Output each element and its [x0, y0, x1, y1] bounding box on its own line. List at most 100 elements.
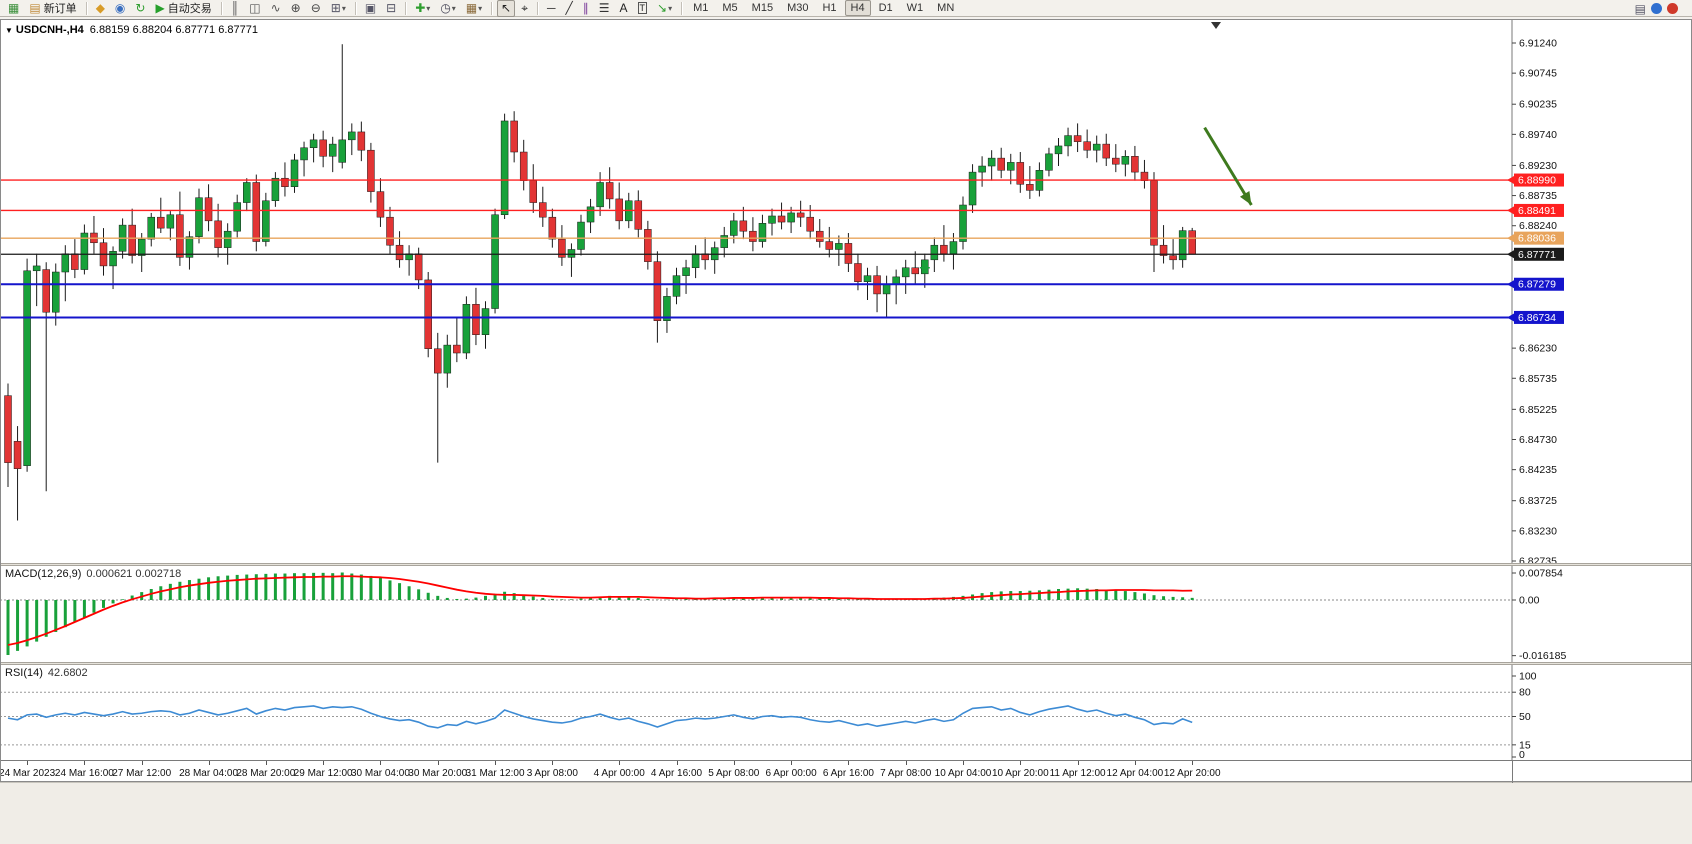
time-tick: [905, 761, 907, 765]
caret-down-icon: ▾: [451, 3, 456, 13]
time-tick: [437, 761, 439, 765]
navigator-button[interactable]: ◉: [111, 0, 129, 17]
level-lines-layer: [0, 179, 1512, 319]
time-tick: [848, 761, 850, 765]
symbol-period-label: USDCNH-,H4: [15, 24, 84, 36]
time-label: 27 Mar 12:00: [112, 768, 172, 779]
trendline-tool-button[interactable]: ╱: [562, 0, 577, 17]
zoom-in-button[interactable]: ⊕: [287, 0, 305, 17]
bar-chart-button[interactable]: ║: [227, 0, 244, 17]
refresh-button[interactable]: ↻: [131, 0, 149, 17]
trend-arrow-annotation[interactable]: [1203, 126, 1253, 206]
time-tick: [265, 761, 267, 765]
time-tick: [1134, 761, 1136, 765]
community-button[interactable]: [1651, 3, 1662, 14]
add-indicator-button[interactable]: ✚ ▾: [411, 0, 434, 17]
crosshair-tool-button[interactable]: ⌖: [517, 0, 532, 17]
candlestick-chart-button[interactable]: ◫: [245, 0, 264, 17]
channel-tool-button[interactable]: ∥: [579, 0, 593, 17]
market-watch-button[interactable]: ◆: [92, 0, 109, 17]
text-tool-button[interactable]: A: [616, 0, 632, 17]
autotrading-button[interactable]: ▶ 自动交易: [151, 0, 215, 17]
time-tick: [791, 761, 793, 765]
time-label: 28 Mar 20:00: [236, 768, 296, 779]
time-label: 4 Apr 16:00: [650, 768, 703, 779]
crosshair-tool-icon: ⌖: [521, 1, 528, 15]
timeframe-button-d1[interactable]: D1: [878, 2, 893, 14]
time-label: 30 Mar 04:00: [350, 768, 410, 779]
main-plot-bg[interactable]: [0, 20, 1692, 563]
periods-icon: ◷: [440, 1, 451, 15]
macd-axis-label: -0.016185: [1519, 650, 1566, 662]
price-tag: 6.88990: [1507, 173, 1564, 187]
fibonacci-tool-button[interactable]: ☰: [595, 0, 614, 17]
toolbar-separator: [354, 1, 356, 15]
toolbar-right-icons: ▤: [1635, 1, 1678, 16]
cascade-windows-button[interactable]: ▣: [361, 0, 380, 17]
new-order-icon: ▤: [29, 1, 41, 15]
main-price-chart[interactable]: 6.91240 6.90745 6.90235 6.89740 6.89230 6.887…: [0, 20, 1692, 563]
rsi-axis-label: 50: [1519, 711, 1531, 723]
price-tick-label: 6.89740: [1519, 129, 1557, 141]
timeframe-button-h1[interactable]: H1: [822, 2, 837, 14]
time-label: 12 Apr 04:00: [1106, 768, 1164, 779]
time-tick: [84, 761, 86, 765]
time-label: 30 Mar 20:00: [408, 768, 468, 779]
rsi-axis-label: 0: [1519, 749, 1525, 760]
zoom-out-icon: ⊖: [310, 1, 321, 15]
macd-values: 0.000621 0.002718: [86, 568, 182, 580]
timeframe-button-m30[interactable]: M30: [787, 2, 809, 14]
new-order-button[interactable]: ▤ 新订单: [25, 0, 80, 17]
alerts-button[interactable]: [1667, 3, 1678, 14]
bar-chart-icon: ║: [230, 1, 240, 15]
price-tick-label: 6.88735: [1519, 190, 1557, 202]
label-tool-button[interactable]: T: [634, 0, 652, 17]
timeframe-button-m5[interactable]: M5: [722, 2, 738, 14]
horizontal-line-tool-button[interactable]: ─: [543, 0, 560, 17]
time-tick: [208, 761, 210, 765]
cursor-tool-button[interactable]: ↖: [497, 0, 516, 17]
chart-shift-marker[interactable]: [1211, 22, 1221, 29]
time-axis: 24 Mar 2023 24 Mar 16:00 27 Mar 12:00 28 Ma…: [0, 760, 1692, 783]
tile-windows-button[interactable]: ⊞ ▾: [327, 0, 350, 17]
rsi-line: [7, 705, 1193, 729]
timeframe-button-mn[interactable]: MN: [937, 2, 955, 14]
timeframe-button-m15[interactable]: M15: [751, 2, 774, 14]
ohlc-values: 6.88159 6.88204 6.87771 6.87771: [89, 24, 258, 36]
periods-button[interactable]: ◷ ▾: [436, 0, 460, 17]
rsi-plot-bg[interactable]: [0, 665, 1692, 760]
time-label: 12 Apr 20:00: [1163, 768, 1221, 779]
timeframe-button-h4[interactable]: H4: [844, 0, 871, 16]
zoom-out-button[interactable]: ⊖: [307, 0, 325, 17]
print-button[interactable]: ▤: [1634, 1, 1646, 16]
svg-text:6.88990: 6.88990: [1518, 175, 1556, 187]
time-label: 10 Apr 04:00: [934, 768, 992, 779]
line-chart-button[interactable]: ∿: [267, 0, 285, 17]
macd-signal-line: [7, 575, 1193, 646]
arrange-windows-button[interactable]: ⊟: [382, 0, 400, 17]
macd-indicator-panel[interactable]: 0.007854 0.00 -0.016185: [0, 566, 1692, 662]
timeframe-button-w1[interactable]: W1: [906, 2, 924, 14]
rsi-axis-label: 15: [1519, 739, 1531, 751]
rsi-indicator-panel[interactable]: 100 80 50 150: [0, 665, 1692, 760]
macd-plot-bg[interactable]: [0, 566, 1692, 662]
new-chart-button[interactable]: ▦: [4, 0, 23, 17]
time-tick: [1192, 761, 1194, 765]
arrows-tool-button[interactable]: ↘ ▾: [653, 0, 676, 17]
trendline-tool-icon: ╱: [565, 1, 573, 15]
time-label: 5 Apr 08:00: [708, 768, 760, 779]
panel-splitter[interactable]: [0, 662, 1692, 665]
axis-separator: [1512, 761, 1513, 783]
time-tick: [323, 761, 325, 765]
timeframe-button-m1[interactable]: M1: [693, 2, 709, 14]
time-label: 28 Mar 04:00: [179, 768, 239, 779]
toolbar-separator: [491, 1, 493, 15]
candlestick-chart-icon: ◫: [249, 1, 261, 15]
chart-menu-icon[interactable]: ▼: [5, 26, 13, 35]
templates-button[interactable]: ▦ ▾: [462, 0, 486, 17]
panel-splitter[interactable]: [0, 563, 1692, 566]
price-tag: 6.88036: [1507, 231, 1564, 245]
price-tick-label: 6.84730: [1519, 434, 1557, 446]
price-tag: 6.87279: [1507, 277, 1564, 291]
